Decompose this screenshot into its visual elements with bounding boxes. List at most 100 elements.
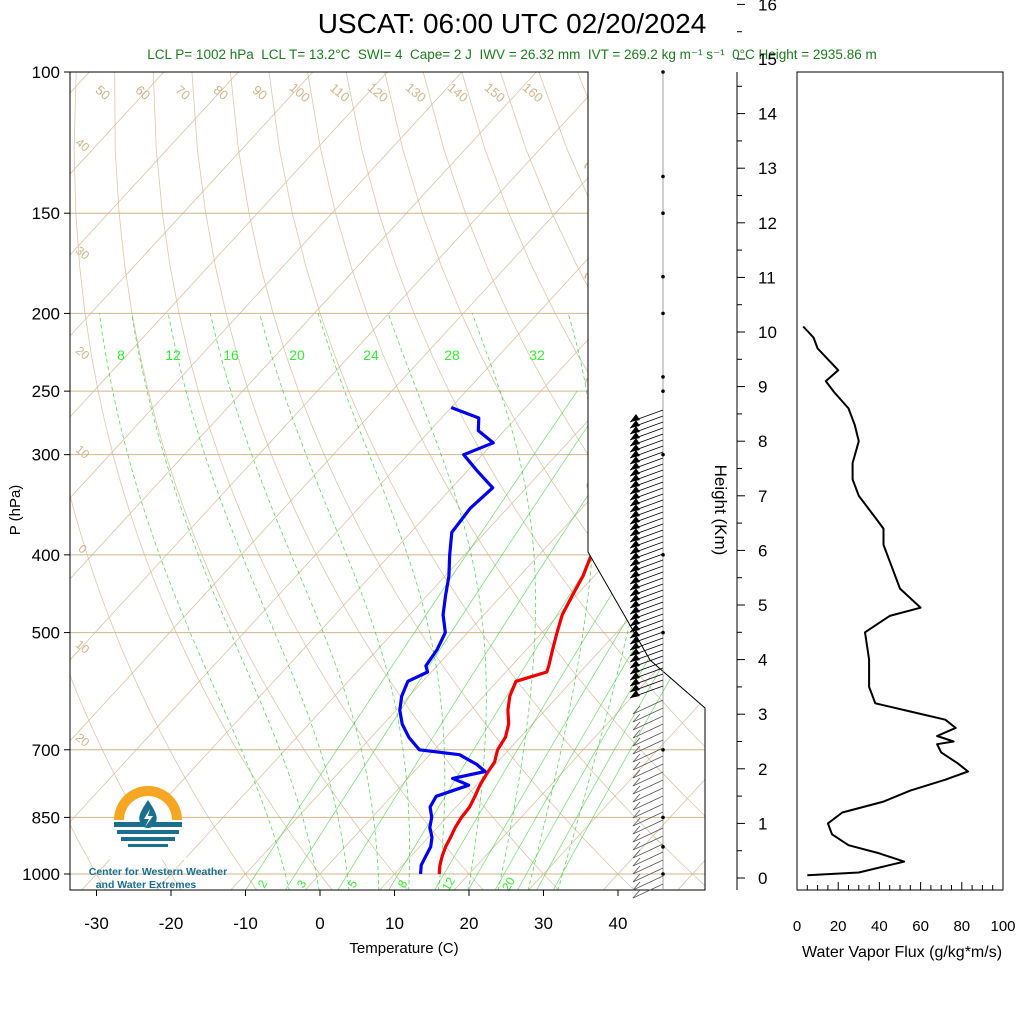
- isotherm-label: 90: [250, 82, 271, 103]
- height-tick-label: 0: [758, 869, 767, 888]
- wind-barb-flag: [630, 438, 640, 446]
- wind-barb-flag: [630, 546, 640, 554]
- skewt-frame: [69, 71, 706, 891]
- moist-adiabat-line: [131, 313, 320, 890]
- isotherm-line: [751, 72, 1024, 891]
- wind-barb-flag: [630, 564, 640, 572]
- flux-tick-label: 0: [793, 918, 801, 935]
- height-tick-label: 8: [758, 432, 767, 451]
- barb-station-dot: [661, 389, 665, 393]
- wind-barb-flag: [630, 600, 640, 608]
- y-tick-label: 400: [32, 546, 60, 565]
- barb-station-dot: [661, 311, 665, 316]
- wind-barb-flag: [630, 606, 640, 614]
- height-tick-label: 6: [758, 541, 767, 560]
- barb-station-dot: [661, 872, 665, 876]
- mixing-ratio-label: 2: [255, 877, 271, 890]
- wind-barb-tick: [632, 809, 641, 819]
- mixing-ratio-line: [337, 390, 657, 890]
- wind-barb-flag: [630, 576, 640, 584]
- wind-barb-tick: [632, 729, 641, 739]
- wind-barb-flag: [630, 654, 640, 662]
- isotherm-label: 20: [73, 343, 92, 363]
- wind-barb-flag: [630, 666, 640, 674]
- chart-subtitle: LCL P= 1002 hPa LCL T= 13.2°C SWI= 4 Cap…: [0, 47, 1024, 63]
- y-tick-label: 700: [32, 741, 60, 760]
- isotherm-line: [453, 616, 705, 890]
- logo-text-line1: Center for Western Weather: [89, 866, 227, 878]
- freezing-height-value: 0°C Height = 2935.86 m: [732, 47, 877, 62]
- isotherm-label: 30: [73, 243, 92, 263]
- moist-adiabat-line: [209, 313, 380, 890]
- wind-barb-flag: [630, 462, 640, 470]
- dry-adiabat-line: [0, 72, 31, 891]
- barb-station-dot: [661, 452, 665, 457]
- wind-barb-flag: [630, 420, 640, 428]
- chart-title: USCAT: 06:00 UTC 02/20/2024: [317, 8, 707, 39]
- wind-barb: [632, 747, 664, 763]
- dry-adiabat-line: [770, 72, 1024, 891]
- wind-barb-tick: [632, 825, 641, 835]
- wind-barbs: [629, 70, 665, 899]
- mixing-ratio-label: 8: [395, 877, 411, 890]
- dry-adiabat-line: [73, 72, 333, 890]
- wind-barb-flag: [630, 684, 640, 692]
- wind-barb-flag: [630, 456, 640, 464]
- isotherm-label: 10: [73, 442, 92, 462]
- wind-barb: [632, 875, 664, 891]
- barb-station-dot: [661, 845, 665, 849]
- dry-adiabat-line: [654, 72, 705, 177]
- mixing-ratio-label: 12: [439, 874, 458, 893]
- wind-barb: [632, 771, 664, 787]
- isotherm-line: [70, 72, 388, 418]
- flux-tick-label: 40: [871, 918, 888, 935]
- iwv-value: IWV = 26.32 mm: [479, 47, 581, 62]
- wind-barb-flag: [630, 552, 640, 560]
- mixing-ratio-line: [517, 562, 705, 890]
- wind-barb-tick: [632, 889, 641, 899]
- y-axis-title: P (hPa): [7, 485, 24, 536]
- wind-barb-flag: [630, 522, 640, 530]
- wind-barb-tick: [632, 801, 641, 811]
- isotherm-line: [81, 211, 705, 890]
- mixing-ratio-label: 32: [529, 347, 545, 363]
- moist-adiabat-line: [99, 313, 290, 890]
- wind-barb-flag: [630, 426, 640, 434]
- isotherm-line: [70, 72, 90, 94]
- x-tick-label: -10: [233, 914, 258, 933]
- wind-barb-tick: [632, 777, 641, 787]
- x-tick-label: 0: [315, 914, 324, 933]
- height-tick-label: 10: [758, 323, 777, 342]
- wind-barb-flag: [630, 474, 640, 482]
- wind-barb-flag: [630, 624, 640, 632]
- wind-barb-tick: [632, 849, 641, 859]
- flux-tick-label: 20: [830, 918, 847, 935]
- wind-barb: [632, 787, 664, 803]
- wind-barb-flag: [630, 450, 640, 458]
- x-axis-title: Temperature (C): [349, 940, 458, 957]
- skewt-background-lines: [0, 72, 1024, 891]
- wind-barb-tick: [632, 721, 641, 731]
- wind-barb-flag: [630, 648, 640, 656]
- x-tick-label: -30: [84, 914, 109, 933]
- height-tick-label: 5: [758, 596, 767, 615]
- wind-barb-flag: [630, 444, 640, 452]
- wind-barb-flag: [630, 660, 640, 668]
- dry-adiabat-line: [422, 72, 705, 610]
- cape-value: Cape= 2 J: [410, 47, 472, 62]
- height-tick-label: 12: [758, 214, 777, 233]
- isotherm-line: [528, 697, 705, 890]
- dry-adiabat-line: [692, 72, 705, 97]
- isotherm-line: [70, 72, 612, 661]
- profile-frame: [796, 71, 1004, 891]
- y-tick-label: 100: [32, 63, 60, 82]
- flux-tick-label: 60: [912, 918, 929, 935]
- wind-barb: [632, 859, 664, 875]
- barb-station-dot: [661, 375, 665, 379]
- isotherm-line: [70, 72, 314, 337]
- mixing-ratio-line: [245, 390, 578, 890]
- mixing-ratio-label: 20: [289, 347, 305, 363]
- height-tick-label: 2: [758, 760, 767, 779]
- frame-mask: [588, 72, 705, 708]
